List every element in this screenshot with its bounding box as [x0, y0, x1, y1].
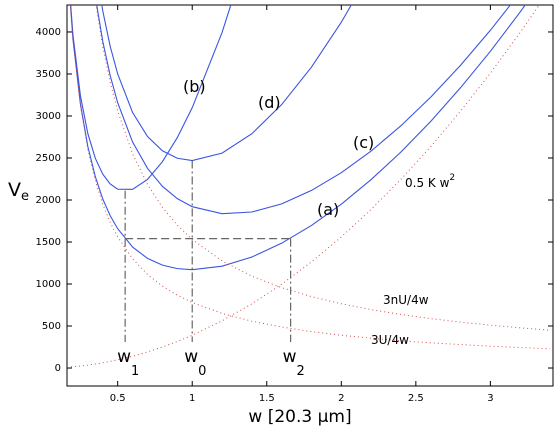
- marker-label: w0: [184, 347, 206, 379]
- x-tick-label: 2.5: [408, 393, 424, 404]
- curve: [67, 5, 540, 368]
- marker-label-main: w: [184, 347, 198, 367]
- curve: [70, 5, 232, 190]
- curve: [95, 5, 551, 331]
- x-tick-label: 2: [338, 393, 344, 404]
- curve-label-text: 0.5 K w: [405, 176, 450, 190]
- y-tick-label: 500: [42, 321, 61, 332]
- curve: [101, 5, 352, 162]
- marker-label-main: w: [117, 347, 131, 367]
- marker-label-sub: 0: [198, 364, 206, 379]
- marker-label-sub: 1: [131, 364, 139, 379]
- plot-frame: [66, 4, 554, 387]
- curve: [69, 5, 526, 271]
- y-axis-label-sub: e: [21, 189, 29, 204]
- x-tick-label: 1: [189, 393, 195, 404]
- y-tick-label: 3000: [36, 111, 61, 122]
- x-tick-label: 1.5: [259, 393, 275, 404]
- curve-label: (c): [353, 133, 374, 152]
- y-axis-label: Ve: [8, 179, 29, 204]
- curve-label-text: (c): [353, 133, 374, 152]
- marker-label: w1: [117, 347, 139, 379]
- curve: [96, 5, 511, 215]
- marker-label: w2: [283, 347, 305, 379]
- curve: [69, 5, 551, 350]
- curve-label: 3U/4w: [371, 333, 409, 347]
- curve-label-text: (b): [183, 77, 206, 96]
- curve-label-sup: 2: [449, 173, 455, 183]
- curve-label: 3nU/4w: [383, 293, 429, 307]
- y-tick-label: 0: [55, 363, 61, 374]
- curve-label: (b): [183, 77, 206, 96]
- plot-area: [67, 5, 551, 368]
- y-tick-label: 2500: [36, 153, 61, 164]
- y-tick-label: 1500: [36, 237, 61, 248]
- curve-label-text: (a): [317, 200, 339, 219]
- curve-label: (d): [258, 93, 281, 112]
- curve-label: (a): [317, 200, 339, 219]
- x-axis-label: w [20.3 μm]: [248, 407, 351, 427]
- curve-label-text: 3U/4w: [371, 333, 409, 347]
- marker-label-main: w: [283, 347, 297, 367]
- curve-label: 0.5 K w2: [405, 173, 455, 190]
- y-axis-label-main: V: [8, 179, 21, 201]
- y-tick-label: 3500: [36, 69, 61, 80]
- curve-label-text: (d): [258, 93, 281, 112]
- marker-label-sub: 2: [297, 364, 305, 379]
- x-tick-label: 3: [487, 393, 493, 404]
- curve-label-text: 3nU/4w: [383, 293, 429, 307]
- y-tick-label: 4000: [36, 27, 61, 38]
- y-tick-label: 1000: [36, 279, 61, 290]
- y-tick-label: 2000: [36, 195, 61, 206]
- x-tick-label: 0.5: [110, 393, 126, 404]
